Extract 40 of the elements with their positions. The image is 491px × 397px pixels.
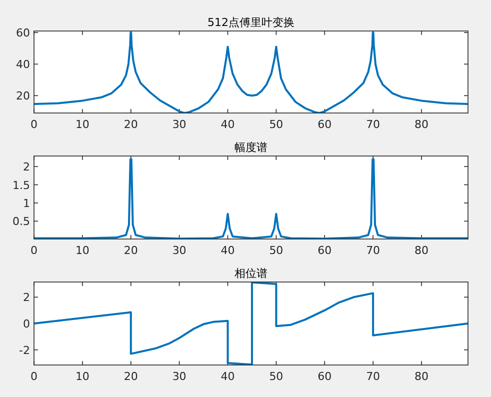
line-series <box>34 158 468 239</box>
x-tick-label: 40 <box>220 370 235 383</box>
x-tick-label: 20 <box>124 370 138 383</box>
x-tick-label: 10 <box>75 244 90 257</box>
y-tick-label: 60 <box>16 26 30 40</box>
y-tick-label: -2 <box>19 344 30 357</box>
line-series <box>34 32 468 113</box>
x-tick-label: 10 <box>75 370 90 383</box>
x-tick-label: 60 <box>318 118 332 131</box>
x-tick-label: 60 <box>318 244 332 257</box>
chart-title: 相位谱 <box>234 267 268 280</box>
x-tick-label: 60 <box>318 370 332 383</box>
line-series <box>34 282 468 365</box>
x-tick-label: 80 <box>414 244 428 257</box>
x-tick-label: 70 <box>366 370 380 383</box>
y-tick-label: 1.5 <box>12 178 30 192</box>
y-tick-label: 0.5 <box>12 215 30 228</box>
x-tick-label: 50 <box>269 118 284 131</box>
y-tick-label: 20 <box>16 90 30 103</box>
y-tick-label: 2 <box>23 291 30 304</box>
x-tick-label: 30 <box>172 244 186 257</box>
y-tick-label: 40 <box>16 58 30 72</box>
chart-title: 幅度谱 <box>234 141 268 154</box>
x-tick-label: 50 <box>269 244 284 257</box>
x-tick-label: 40 <box>220 244 235 257</box>
x-tick-label: 20 <box>124 118 138 131</box>
x-tick-label: 30 <box>172 370 186 383</box>
chart-title: 512点傅里叶变换 <box>208 16 294 29</box>
y-tick-label: 1 <box>23 196 30 210</box>
x-tick-label: 80 <box>414 118 428 131</box>
x-tick-label: 50 <box>269 370 284 383</box>
x-tick-label: 70 <box>366 118 380 131</box>
x-tick-label: 80 <box>414 370 428 383</box>
y-tick-label: 0 <box>23 318 30 330</box>
y-tick-label: 2 <box>23 160 30 174</box>
x-tick-label: 10 <box>75 118 90 131</box>
x-tick-label: 20 <box>124 244 138 257</box>
x-tick-label: 70 <box>366 244 380 257</box>
x-tick-label: 40 <box>220 118 235 131</box>
x-tick-label: 30 <box>172 118 186 131</box>
